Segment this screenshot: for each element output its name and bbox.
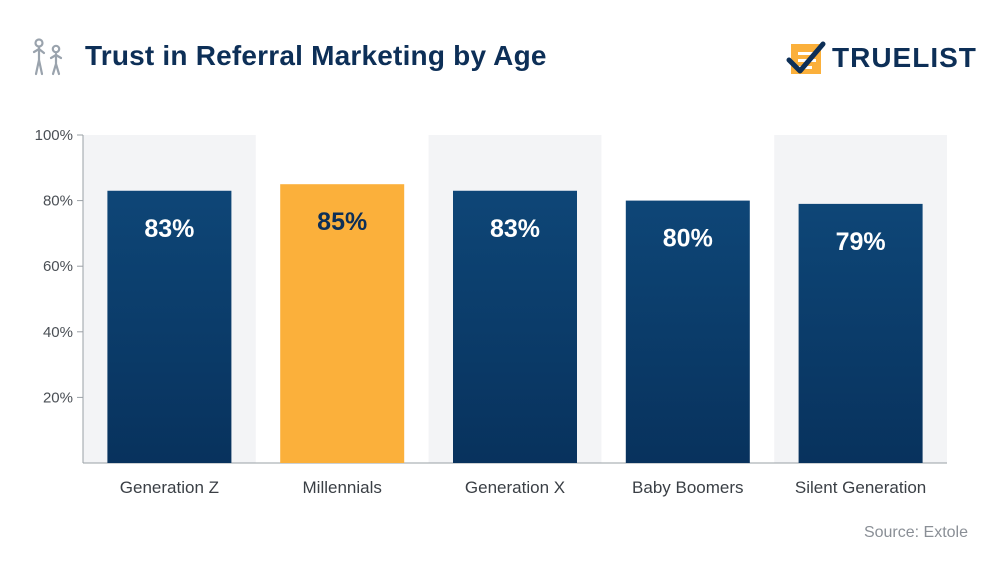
x-tick-label: Silent Generation [795, 478, 926, 497]
x-tick-label: Generation Z [120, 478, 219, 497]
data-label: 83% [490, 215, 540, 243]
people-icon [32, 38, 63, 76]
data-label: 85% [317, 208, 367, 236]
data-label: 80% [663, 225, 713, 253]
checklist-icon [786, 41, 826, 74]
source-note: Source: Extole [863, 524, 968, 541]
bar [625, 200, 750, 463]
y-tick-label: 40% [43, 324, 73, 341]
brand-logo: TRUELIST [786, 38, 977, 78]
data-label: 79% [836, 228, 886, 256]
x-tick-label: Millennials [303, 478, 382, 497]
bar [280, 184, 405, 463]
x-tick-label: Generation X [465, 478, 565, 497]
data-label: 83% [144, 215, 194, 243]
bar [453, 190, 577, 463]
y-tick-label: 20% [43, 389, 73, 406]
y-tick-label: 100% [35, 127, 73, 144]
y-tick-label: 60% [43, 258, 73, 275]
chart-title: Trust in Referral Marketing by Age [85, 40, 547, 71]
y-tick-label: 80% [43, 193, 73, 210]
bar [107, 190, 232, 463]
brand-name: TRUELIST [832, 42, 977, 73]
bar [798, 203, 923, 463]
x-tick-label: Baby Boomers [632, 478, 744, 497]
